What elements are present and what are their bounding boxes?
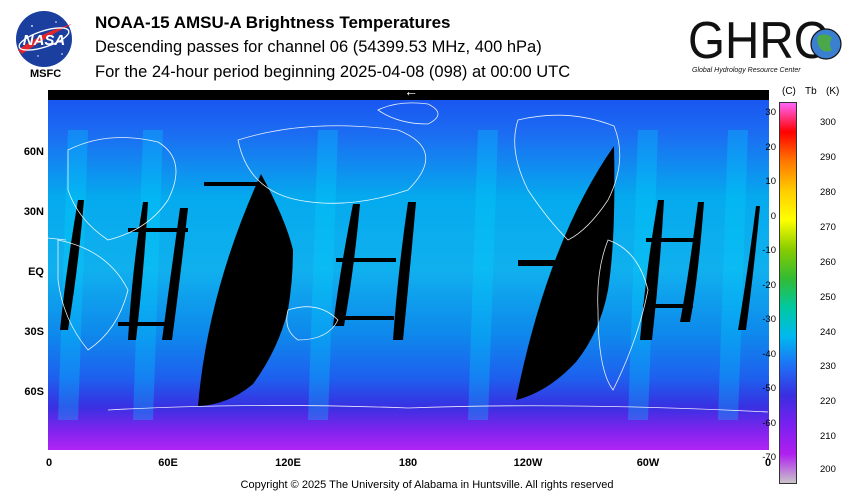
ghrc-logo: GHRC Global Hydrology Resource Center <box>688 12 842 74</box>
kelvin-tick: 270 <box>820 222 836 233</box>
celsius-tick: -70 <box>762 452 776 463</box>
celsius-tick: -10 <box>762 245 776 256</box>
kelvin-tick: 280 <box>820 187 836 198</box>
data-gaps <box>48 90 769 406</box>
kelvin-tick: 240 <box>820 327 836 338</box>
page-title: NOAA-15 AMSU-A Brightness Temperatures <box>95 13 451 32</box>
map-canvas <box>48 90 769 450</box>
channel-subtitle: Descending passes for channel 06 (54399.… <box>95 38 542 56</box>
celsius-tick: -40 <box>762 348 776 360</box>
lat-label-60s: 60S <box>24 386 44 398</box>
lon-label-0-west-edge: 0 <box>45 457 53 469</box>
period-subtitle: For the 24-hour period beginning 2025-04… <box>95 63 571 81</box>
ghrc-caption: Global Hydrology Resource Center <box>692 67 801 74</box>
celsius-tick: 30 <box>765 107 776 118</box>
coastlines <box>48 102 769 413</box>
celsius-tick: 20 <box>765 141 776 153</box>
celsius-tick: -50 <box>762 383 776 394</box>
kelvin-tick: 260 <box>820 257 836 268</box>
lat-label-eq: EQ <box>28 266 44 278</box>
ghrc-wordmark: GHRC <box>688 12 828 70</box>
kelvin-tick: 250 <box>820 292 836 303</box>
lon-label-180: 180 <box>398 457 418 469</box>
colorbar-header-celsius: (C) <box>782 86 796 97</box>
kelvin-tick: 290 <box>820 152 836 163</box>
lon-label-120e: 120E <box>275 457 301 469</box>
kelvin-tick: 220 <box>820 396 836 407</box>
colorbar-header-tb: Tb <box>805 86 817 97</box>
title-block: NOAA-15 AMSU-A Brightness Temperatures D… <box>95 10 570 85</box>
kelvin-tick: 210 <box>820 431 836 442</box>
colorbar <box>779 102 797 484</box>
kelvin-tick: 230 <box>820 361 836 372</box>
brightness-temperature-map: ← <box>48 84 769 450</box>
celsius-tick: -20 <box>762 279 776 291</box>
lat-label-60n: 60N <box>23 146 44 158</box>
kelvin-tick: 200 <box>820 464 836 475</box>
nasa-logo: NASA <box>16 11 72 67</box>
lon-label-0-east-edge: 0 <box>764 457 772 469</box>
celsius-tick: -30 <box>762 314 776 325</box>
lon-label-120w: 120W <box>513 457 543 469</box>
lat-label-30s: 30S <box>24 326 44 338</box>
colorbar-header-kelvin: (K) <box>826 86 840 97</box>
nasa-wordmark: NASA <box>23 32 66 49</box>
celsius-tick: -60 <box>762 417 776 429</box>
celsius-tick: 0 <box>770 210 776 222</box>
dateline-arrow: ← <box>404 83 418 99</box>
lon-label-60w: 60W <box>636 457 660 469</box>
copyright-notice: Copyright © 2025 The University of Alaba… <box>240 479 614 491</box>
celsius-tick: 10 <box>765 176 776 187</box>
lat-label-30n: 30N <box>23 206 44 218</box>
lon-label-60e: 60E <box>158 457 178 469</box>
msfc-label: MSFC <box>30 68 62 80</box>
colorbar-fill <box>779 102 797 484</box>
kelvin-tick: 300 <box>820 117 836 128</box>
